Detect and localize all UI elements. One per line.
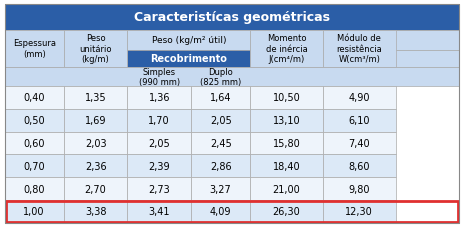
Text: 4,90: 4,90 xyxy=(348,93,369,103)
Bar xyxy=(322,177,395,200)
Bar xyxy=(127,132,191,155)
Text: 0,50: 0,50 xyxy=(23,116,45,126)
Text: 2,73: 2,73 xyxy=(148,184,170,194)
Bar xyxy=(250,109,322,132)
Bar xyxy=(63,30,127,68)
Bar xyxy=(191,155,250,177)
Bar xyxy=(63,109,127,132)
Text: 3,41: 3,41 xyxy=(148,206,169,216)
Bar xyxy=(63,155,127,177)
Text: 3,27: 3,27 xyxy=(209,184,231,194)
Bar xyxy=(5,87,63,109)
Bar xyxy=(127,109,191,132)
Bar xyxy=(250,155,322,177)
Bar xyxy=(191,177,250,200)
Text: Simples
(990 mm): Simples (990 mm) xyxy=(138,68,180,87)
Text: 1,69: 1,69 xyxy=(85,116,106,126)
Bar xyxy=(5,132,63,155)
Bar xyxy=(322,200,395,223)
Text: 9,80: 9,80 xyxy=(348,184,369,194)
Bar xyxy=(191,132,250,155)
Text: 2,39: 2,39 xyxy=(148,161,170,171)
Text: 7,40: 7,40 xyxy=(348,138,369,148)
Bar xyxy=(250,87,322,109)
Text: 1,35: 1,35 xyxy=(85,93,106,103)
Text: 18,40: 18,40 xyxy=(272,161,300,171)
Text: Recobrimento: Recobrimento xyxy=(150,54,227,64)
Bar xyxy=(322,109,395,132)
Bar xyxy=(5,68,458,87)
Bar xyxy=(127,177,191,200)
Bar xyxy=(191,109,250,132)
Text: 6,10: 6,10 xyxy=(348,116,369,126)
Text: 2,86: 2,86 xyxy=(209,161,231,171)
Text: 1,64: 1,64 xyxy=(209,93,231,103)
Bar xyxy=(5,177,63,200)
Text: 1,00: 1,00 xyxy=(24,206,45,216)
Bar xyxy=(5,30,63,68)
Text: 1,70: 1,70 xyxy=(148,116,170,126)
Text: 2,70: 2,70 xyxy=(85,184,106,194)
Text: 13,10: 13,10 xyxy=(272,116,300,126)
Bar xyxy=(127,87,191,109)
Bar xyxy=(322,132,395,155)
Text: 0,60: 0,60 xyxy=(24,138,45,148)
Bar xyxy=(63,200,127,223)
Text: Caracteristícas geométricas: Caracteristícas geométricas xyxy=(134,11,329,24)
Bar xyxy=(5,155,63,177)
Bar xyxy=(127,155,191,177)
Bar xyxy=(191,87,250,109)
Bar xyxy=(63,132,127,155)
Text: Espessura
(mm): Espessura (mm) xyxy=(13,39,56,58)
Bar xyxy=(322,30,395,68)
Bar xyxy=(250,200,322,223)
Text: 2,36: 2,36 xyxy=(85,161,106,171)
Text: 8,60: 8,60 xyxy=(348,161,369,171)
Text: 0,40: 0,40 xyxy=(24,93,45,103)
Bar xyxy=(127,51,250,68)
Bar xyxy=(63,177,127,200)
Text: Módulo de
resistência
W(cm³/m): Módulo de resistência W(cm³/m) xyxy=(336,34,382,64)
Text: 15,80: 15,80 xyxy=(272,138,300,148)
Text: Momento
de inércia
J(cm⁴/m): Momento de inércia J(cm⁴/m) xyxy=(265,34,307,64)
Bar xyxy=(5,30,458,51)
Text: 1,36: 1,36 xyxy=(148,93,169,103)
Bar xyxy=(5,200,63,223)
Bar xyxy=(250,132,322,155)
Bar xyxy=(322,155,395,177)
Bar xyxy=(127,200,191,223)
Text: 21,00: 21,00 xyxy=(272,184,300,194)
Text: 12,30: 12,30 xyxy=(344,206,372,216)
Text: Peso (kg/m² útil): Peso (kg/m² útil) xyxy=(151,36,225,45)
Text: 4,09: 4,09 xyxy=(209,206,231,216)
Text: 2,05: 2,05 xyxy=(148,138,170,148)
Text: 3,38: 3,38 xyxy=(85,206,106,216)
Bar xyxy=(322,87,395,109)
Text: Peso
unitário
(kg/m): Peso unitário (kg/m) xyxy=(79,34,112,64)
Text: 0,70: 0,70 xyxy=(23,161,45,171)
Text: 2,03: 2,03 xyxy=(85,138,106,148)
Text: 2,05: 2,05 xyxy=(209,116,231,126)
Bar xyxy=(5,4,458,30)
Text: 2,45: 2,45 xyxy=(209,138,231,148)
Text: 0,80: 0,80 xyxy=(24,184,45,194)
Text: Duplo
(825 mm): Duplo (825 mm) xyxy=(200,68,241,87)
Bar xyxy=(250,30,322,68)
Text: 10,50: 10,50 xyxy=(272,93,300,103)
Bar xyxy=(191,200,250,223)
Bar xyxy=(5,51,458,68)
Bar xyxy=(127,30,250,51)
Bar xyxy=(250,177,322,200)
Bar xyxy=(5,109,63,132)
Bar xyxy=(63,87,127,109)
Text: 26,30: 26,30 xyxy=(272,206,300,216)
